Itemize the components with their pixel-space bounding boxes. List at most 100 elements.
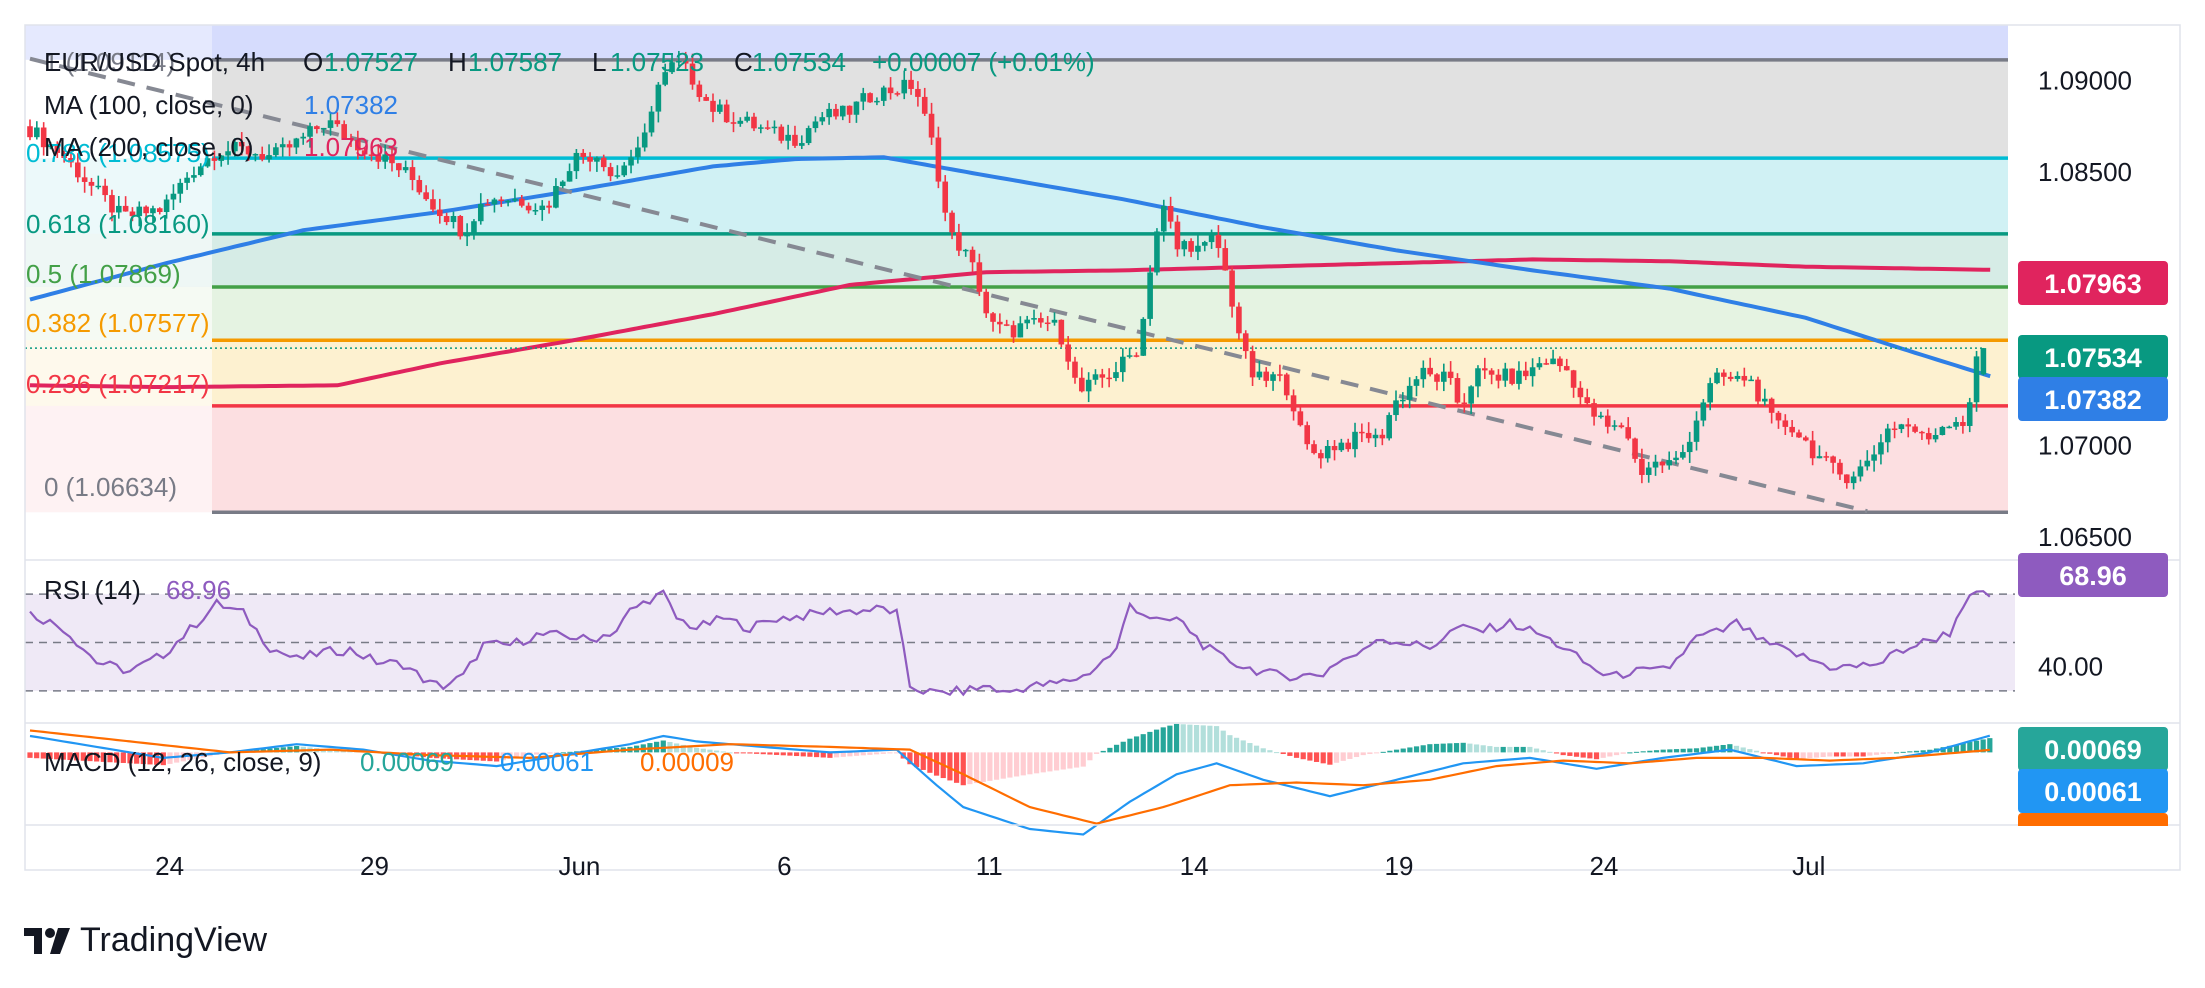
macd-hist-bar — [1053, 752, 1060, 771]
fib-band-4 — [212, 340, 2008, 406]
candle — [1236, 302, 1242, 340]
macd-hist-bar — [1793, 752, 1800, 760]
candle — [1475, 365, 1481, 398]
candle-body — [150, 208, 156, 214]
candle-body — [1427, 367, 1433, 375]
macd-hist-bar — [840, 752, 846, 757]
candle-body — [218, 155, 225, 161]
candle — [1263, 367, 1270, 388]
candle — [1632, 437, 1638, 463]
macd-hist-bar — [1247, 743, 1253, 753]
candle-body — [95, 185, 102, 188]
candle-body — [1625, 427, 1632, 439]
trading-chart[interactable]: 1.09000 1.08500 1.07000 1.06500 40.00 24 29 Jun… — [0, 0, 2205, 895]
candle-body — [300, 136, 306, 139]
candle-body — [293, 138, 300, 148]
candle-body — [1359, 431, 1365, 434]
macd-hist-bar — [1893, 752, 1900, 754]
fib-band-0 — [212, 59, 2008, 159]
macd-hist-bar — [60, 752, 66, 760]
candle-body — [1413, 379, 1420, 386]
macd-hist-bar — [1987, 738, 1993, 753]
macd-hist-bar — [514, 752, 520, 758]
candle — [607, 162, 614, 182]
candle — [1946, 425, 1953, 429]
candle-body — [1365, 432, 1372, 439]
candle — [580, 149, 587, 164]
candle-body — [819, 117, 826, 122]
candle — [361, 147, 368, 160]
macd-hist-bar — [1573, 752, 1580, 757]
fib-label-0: 0 (1.06634) — [44, 472, 177, 502]
macd-hist-bar — [1453, 743, 1460, 753]
candle-body — [669, 62, 675, 73]
candle-body — [1673, 457, 1679, 461]
candle-body — [942, 181, 949, 213]
candle-body — [341, 124, 347, 138]
candle — [464, 223, 470, 247]
candle-body — [1919, 431, 1925, 434]
macd-hist-bar — [74, 752, 80, 761]
candle-body — [491, 199, 498, 205]
candle-body — [546, 205, 552, 208]
macd-hist-bar — [1980, 739, 1986, 753]
time-tick-label: Jun — [558, 851, 600, 881]
candle-body — [1065, 344, 1071, 362]
macd-hist-bar — [1807, 752, 1813, 759]
rsi-tick-label: 40.00 — [2038, 652, 2103, 682]
candle — [662, 63, 668, 87]
candle — [184, 172, 190, 190]
candle — [908, 70, 914, 95]
candle-body — [1939, 426, 1946, 436]
candle — [225, 141, 231, 165]
candle-body — [136, 206, 143, 217]
macd-hist-bar — [1740, 747, 1746, 753]
badge-macd-line-bg — [2018, 769, 2168, 813]
candle — [423, 185, 429, 201]
candle — [880, 85, 887, 106]
candle — [1639, 448, 1645, 484]
candle-body — [450, 216, 457, 223]
brand[interactable]: TradingView — [24, 921, 267, 960]
candle-body — [1700, 402, 1707, 421]
macd-hist-bar — [1193, 725, 1200, 753]
macd-hist-bar — [34, 752, 40, 759]
candle-body — [286, 144, 293, 148]
candle — [1645, 461, 1652, 483]
candle-body — [232, 141, 238, 152]
candle-body — [1297, 411, 1304, 426]
candle-body — [307, 126, 313, 137]
candle-body — [600, 157, 607, 168]
candle — [1912, 424, 1918, 434]
candle — [942, 175, 949, 222]
candle-body — [1755, 379, 1761, 402]
candle — [1092, 369, 1099, 385]
candle-body — [191, 175, 197, 178]
macd-hist-bar — [1120, 741, 1126, 753]
candle — [1557, 356, 1563, 372]
badge-last-price-text: 1.07534 — [2044, 343, 2142, 373]
candle — [1741, 367, 1748, 387]
candle-body — [717, 104, 723, 112]
macd-hist-bar — [734, 752, 740, 754]
candle-body — [1843, 474, 1850, 484]
macd-hist-bar — [1353, 752, 1360, 758]
candle-body — [1529, 367, 1536, 377]
macd-hist-bar — [1173, 723, 1180, 753]
candle — [819, 112, 826, 126]
candle-body — [27, 126, 33, 138]
macd-hist-bar — [987, 752, 993, 781]
candle — [805, 125, 812, 146]
candle — [1516, 361, 1522, 390]
candle — [935, 126, 942, 189]
candle-body — [1803, 437, 1809, 441]
candle-body — [894, 93, 901, 95]
candle-body — [1017, 323, 1024, 338]
macd-hist-bar — [1467, 743, 1473, 753]
candle — [566, 163, 573, 182]
candle — [368, 148, 375, 162]
candle — [1365, 422, 1372, 443]
candle-body — [785, 134, 791, 141]
candle — [341, 120, 347, 140]
